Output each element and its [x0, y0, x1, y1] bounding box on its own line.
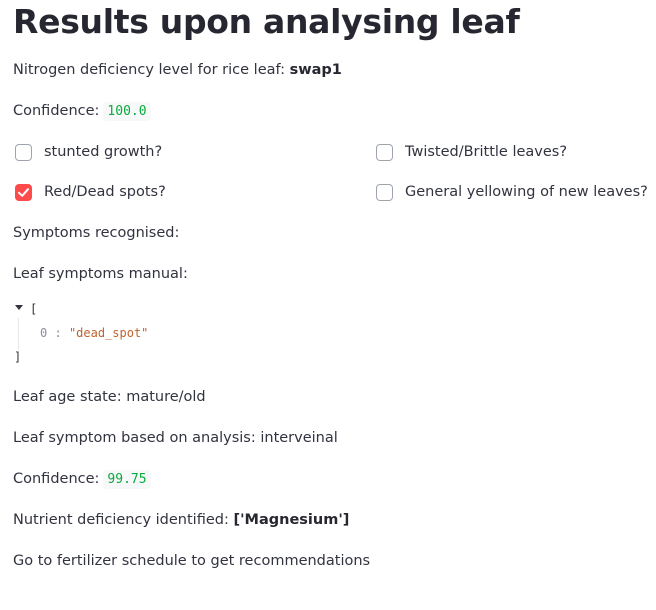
checkbox-box[interactable] [376, 143, 393, 161]
page-title: Results upon analysing leaf [13, 2, 520, 41]
checkbox-box[interactable] [376, 183, 393, 201]
checkbox-label: General yellowing of new leaves? [405, 184, 648, 200]
collapse-caret-icon[interactable] [15, 305, 23, 310]
json-index: 0 [40, 326, 48, 340]
fertilizer-schedule-hint: Go to fertilizer schedule to get recomme… [13, 553, 371, 569]
nitrogen-deficiency-line: Nitrogen deficiency level for rice leaf:… [13, 60, 342, 80]
checkbox-box[interactable] [15, 143, 32, 161]
json-string-value: "dead_spot" [68, 326, 149, 340]
json-open-bracket: [ [30, 302, 38, 316]
nutrient-deficiency-line: Nutrient deficiency identified: ['Magnes… [13, 510, 349, 530]
nitrogen-label: Nitrogen deficiency level for rice leaf: [13, 62, 290, 78]
leaf-symptom-analysis: Leaf symptom based on analysis: intervei… [13, 430, 338, 446]
leaf-symptoms-manual: Leaf symptoms manual: [13, 266, 188, 282]
confidence-label-2: Confidence: [13, 471, 100, 487]
json-indent-guide [18, 318, 19, 350]
nutrient-label: Nutrient deficiency identified: [13, 512, 234, 528]
checkbox-general-yellowing[interactable]: General yellowing of new leaves? [374, 181, 648, 203]
confidence-label-1: Confidence: [13, 103, 100, 119]
confidence-value-1: 100.0 [103, 102, 151, 121]
checkbox-red-dead-spots[interactable]: Red/Dead spots? [13, 181, 166, 203]
check-icon [18, 187, 29, 197]
checkbox-label: stunted growth? [44, 144, 163, 160]
confidence-line-1: Confidence: 100.0 [13, 101, 151, 122]
symptoms-recognised: Symptoms recognised: [13, 225, 180, 241]
checkbox-label: Red/Dead spots? [44, 184, 166, 200]
nutrient-value: ['Magnesium'] [233, 512, 350, 528]
confidence-value-2: 99.75 [103, 470, 151, 489]
checkbox-label: Twisted/Brittle leaves? [405, 144, 568, 160]
json-entry: 0 : "dead_spot" [40, 326, 148, 340]
checkbox-stunted-growth[interactable]: stunted growth? [13, 141, 162, 163]
confidence-line-2: Confidence: 99.75 [13, 469, 151, 490]
nitrogen-value: swap1 [289, 62, 342, 78]
checkbox-twisted-brittle-leaves[interactable]: Twisted/Brittle leaves? [374, 141, 567, 163]
json-separator: : [54, 326, 62, 340]
json-close-bracket: ] [14, 350, 22, 364]
checkbox-box-checked[interactable] [15, 183, 32, 201]
leaf-age-state: Leaf age state: mature/old [13, 389, 206, 405]
